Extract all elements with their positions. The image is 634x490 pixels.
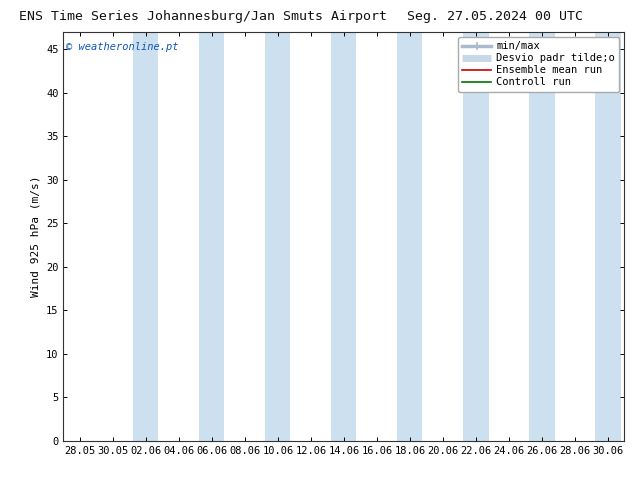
Bar (595, 32, 621, 441)
Bar (332, 32, 356, 441)
Bar (266, 32, 290, 441)
Legend: min/max, Desvio padr tilde;o, Ensemble mean run, Controll run: min/max, Desvio padr tilde;o, Ensemble m… (458, 37, 619, 92)
Bar (463, 32, 489, 441)
Bar (199, 32, 224, 441)
Bar (529, 32, 555, 441)
Text: ENS Time Series Johannesburg/Jan Smuts Airport: ENS Time Series Johannesburg/Jan Smuts A… (19, 10, 387, 23)
Bar (398, 32, 422, 441)
Text: © weatheronline.pt: © weatheronline.pt (66, 42, 179, 52)
Y-axis label: Wind 925 hPa (m/s): Wind 925 hPa (m/s) (30, 176, 41, 297)
Text: Seg. 27.05.2024 00 UTC: Seg. 27.05.2024 00 UTC (406, 10, 583, 23)
Bar (133, 32, 158, 441)
